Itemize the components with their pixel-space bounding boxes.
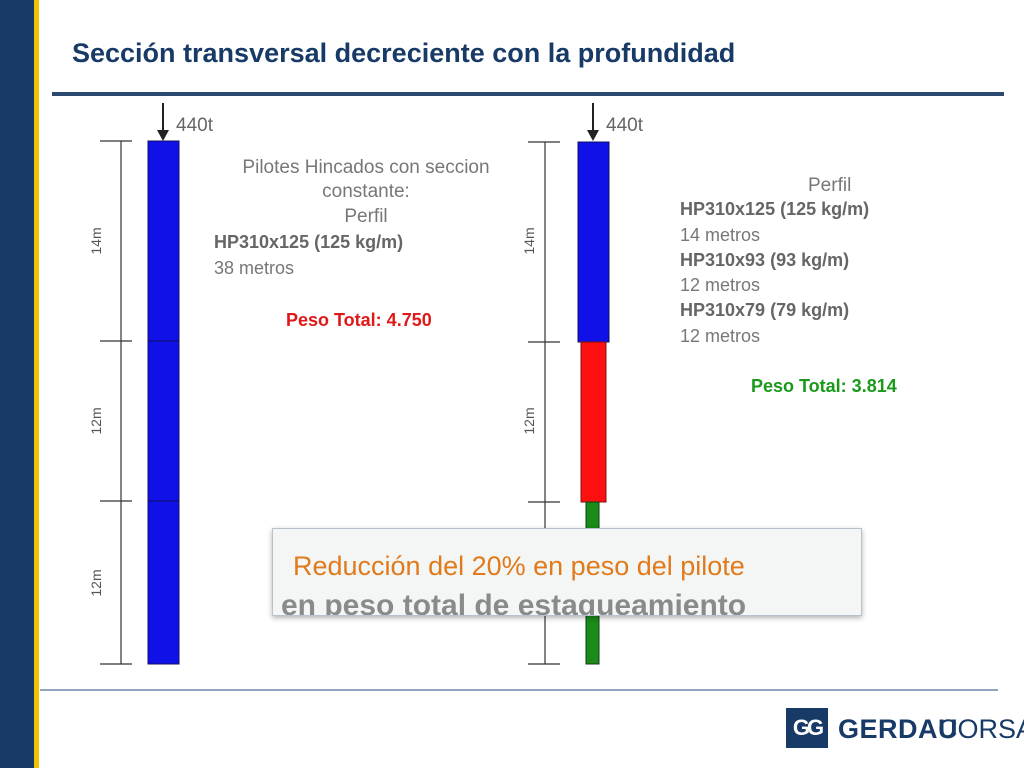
sidebar-accent-stripe: [34, 0, 39, 768]
right-profile-1-length: 14 metros: [680, 225, 760, 245]
left-pile: 440t 14m 12m 12m Pilotes Hincados con se…: [88, 103, 490, 665]
logo-word-corsa: CORSA: [938, 714, 1024, 744]
footer-divider: [40, 689, 998, 691]
left-dimension-label-2: 12m: [88, 407, 104, 434]
right-profile-1-name: HP310x125 (125 kg/m): [680, 199, 869, 219]
right-pile-segment-2: [580, 341, 607, 503]
sidebar-accent-bar: [0, 0, 34, 768]
left-dimension-label-3: 12m: [88, 569, 104, 596]
title-divider: [52, 92, 1004, 96]
left-note-line-2: constante:: [322, 181, 410, 202]
callout-ghost-text: en peso total de estaqueamiento: [281, 589, 747, 616]
right-dimension-label-2: 12m: [521, 407, 537, 434]
left-dimension-label-1: 14m: [88, 227, 104, 254]
pile-diagram: 440t 14m 12m 12m Pilotes Hincados con se…: [88, 103, 897, 665]
right-dimension-label-1: 14m: [521, 227, 537, 254]
right-perfil-label: Perfil: [808, 175, 851, 196]
left-total: Peso Total: 4.750: [286, 310, 432, 330]
gerdau-corsa-logo: GG GERDAU CORSA: [786, 708, 1024, 748]
page-title: Sección transversal decreciente con la p…: [72, 38, 736, 68]
left-profile: HP310x125 (125 kg/m): [214, 232, 403, 252]
left-note-line-1: Pilotes Hincados con seccion: [242, 157, 489, 178]
gerdau-logo-icon: GG: [786, 708, 828, 748]
right-profile-3-name: HP310x79 (79 kg/m): [680, 300, 849, 320]
logo-word-gerdau: GERDAU: [838, 714, 959, 744]
right-profile-2-name: HP310x93 (93 kg/m): [680, 250, 849, 270]
left-length: 38 metros: [214, 258, 294, 278]
left-load-arrow-head: [157, 130, 169, 141]
callout-main-text: Reducción del 20% en peso del pilote: [293, 551, 745, 581]
right-profile-3-length: 12 metros: [680, 326, 760, 346]
left-note-line-3: Perfil: [344, 206, 387, 227]
right-pile-segment-1: [577, 141, 610, 343]
left-pile-segment-2: [147, 340, 180, 502]
right-pile: 440t 14m 12m Perfil HP310x125 (125 kg/m)…: [521, 103, 897, 665]
right-total: Peso Total: 3.814: [751, 376, 897, 396]
reduction-callout: Reducción del 20% en peso del pilote en …: [272, 528, 862, 616]
left-pile-segment-1: [147, 140, 180, 342]
left-load-label: 440t: [176, 115, 214, 136]
right-load-label: 440t: [606, 115, 644, 136]
left-dimension-line: [100, 140, 132, 665]
right-load-arrow-head: [587, 130, 599, 141]
right-profile-2-length: 12 metros: [680, 275, 760, 295]
left-pile-segment-3: [147, 500, 180, 665]
